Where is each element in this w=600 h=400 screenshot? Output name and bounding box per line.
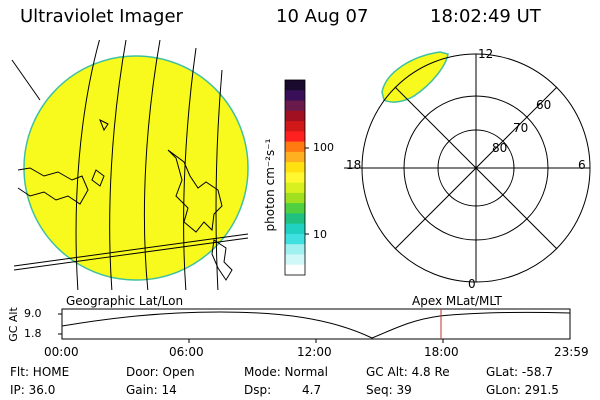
colorbar-segment [285,172,305,184]
geo-map-label: Geographic Lat/Lon [66,294,184,308]
lat-label-80: 80 [492,141,508,155]
status-dsp-value: 4.7 [302,383,322,397]
instrument-title: Ultraviolet Imager [20,6,183,27]
mlt-label-12: 12 [478,47,494,61]
colorbar-segment [285,264,305,276]
status-gain: Gain: 14 [126,383,177,397]
colorbar-tick-100: 100 [313,141,334,154]
image-time: 18:02:49 UT [430,6,541,27]
altitude-xtick-2: 12:00 [297,345,332,359]
altitude-xtick-3: 18:00 [424,345,459,359]
status-door: Door: Open [126,365,195,379]
image-date: 10 Aug 07 [276,6,369,27]
mlt-label-18: 18 [346,158,362,172]
polar-map [344,51,591,283]
colorbar-segment [285,233,305,245]
status-ip: IP: 36.0 [10,383,56,397]
colorbar-segment [285,100,305,112]
colorbar-segment [285,244,305,255]
colorbar-segment [285,151,305,163]
status-seq: Seq: 39 [366,383,412,397]
altitude-xtick-1: 06:00 [169,345,204,359]
altitude-xtick-0: 00:00 [44,345,79,359]
altitude-curve [61,311,571,339]
altitude-ytick-low: 1.8 [24,327,42,340]
colorbar-segment [285,203,305,214]
status-flight: Flt: HOME [10,365,70,379]
altitude-ytick-high: 9.0 [24,307,42,320]
colorbar-segment [285,90,305,102]
colorbar-segment [285,141,305,153]
colorbar-segment [285,110,305,122]
colorbar [284,79,309,276]
status-gc-alt: GC Alt: 4.8 Re [366,365,450,379]
geographic-map [11,40,249,290]
geo-disk [23,55,249,281]
colorbar-segment [285,121,305,132]
lat-label-70: 70 [513,121,529,135]
status-glat: GLat: -58.7 [486,365,553,379]
colorbar-segment [285,213,305,225]
altitude-xtick-4: 23:59 [554,345,589,359]
colorbar-segment [285,254,305,266]
altitude-ylabel: GC Alt [6,307,20,342]
colorbar-segment [285,80,305,91]
colorbar-segment [285,182,305,194]
colorbar-segment [285,162,305,173]
status-glon: GLon: 291.5 [486,383,559,397]
polar-auroral-fill [381,51,449,103]
status-dsp-label: Dsp: [244,383,272,397]
colorbar-tick-10: 10 [313,228,327,241]
colorbar-segment [285,223,305,235]
lat-label-60: 60 [536,98,552,112]
colorbar-segment [285,192,305,204]
status-mode: Mode: Normal [244,365,328,379]
mlt-label-0: 0 [468,277,476,291]
colorbar-segment [285,131,305,143]
polar-map-label: Apex MLat/MLT [412,294,502,308]
altitude-plot [58,308,571,343]
mlt-label-6: 6 [578,158,586,172]
